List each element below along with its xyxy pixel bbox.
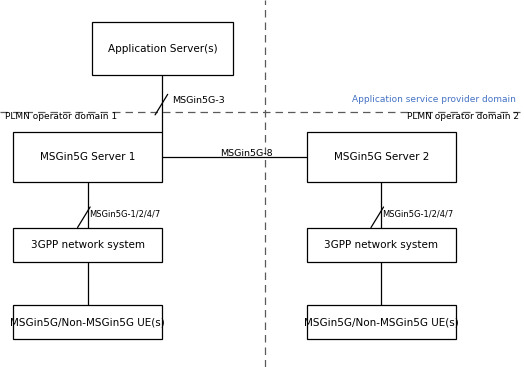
Text: Application Server(s): Application Server(s) bbox=[107, 44, 217, 54]
Bar bbox=[13, 228, 162, 262]
Text: MSGin5G Server 1: MSGin5G Server 1 bbox=[40, 152, 136, 162]
Bar bbox=[92, 22, 233, 75]
Text: Application service provider domain: Application service provider domain bbox=[352, 95, 516, 103]
Bar bbox=[13, 305, 162, 339]
Text: 3GPP network system: 3GPP network system bbox=[31, 240, 145, 250]
Text: MSGin5G-8: MSGin5G-8 bbox=[220, 149, 272, 158]
Text: PLMN operator domain 2: PLMN operator domain 2 bbox=[407, 112, 519, 121]
Text: MSGin5G Server 2: MSGin5G Server 2 bbox=[333, 152, 429, 162]
Bar bbox=[307, 305, 456, 339]
Bar bbox=[13, 132, 162, 182]
Text: MSGin5G/Non-MSGin5G UE(s): MSGin5G/Non-MSGin5G UE(s) bbox=[304, 317, 458, 327]
Text: 3GPP network system: 3GPP network system bbox=[324, 240, 438, 250]
Text: PLMN operator domain 1: PLMN operator domain 1 bbox=[5, 112, 117, 121]
Bar bbox=[307, 228, 456, 262]
Text: MSGin5G/Non-MSGin5G UE(s): MSGin5G/Non-MSGin5G UE(s) bbox=[10, 317, 165, 327]
Bar bbox=[307, 132, 456, 182]
Text: MSGin5G-3: MSGin5G-3 bbox=[172, 97, 225, 105]
Text: MSGin5G-1/2/4/7: MSGin5G-1/2/4/7 bbox=[383, 209, 454, 218]
Text: MSGin5G-1/2/4/7: MSGin5G-1/2/4/7 bbox=[89, 209, 160, 218]
